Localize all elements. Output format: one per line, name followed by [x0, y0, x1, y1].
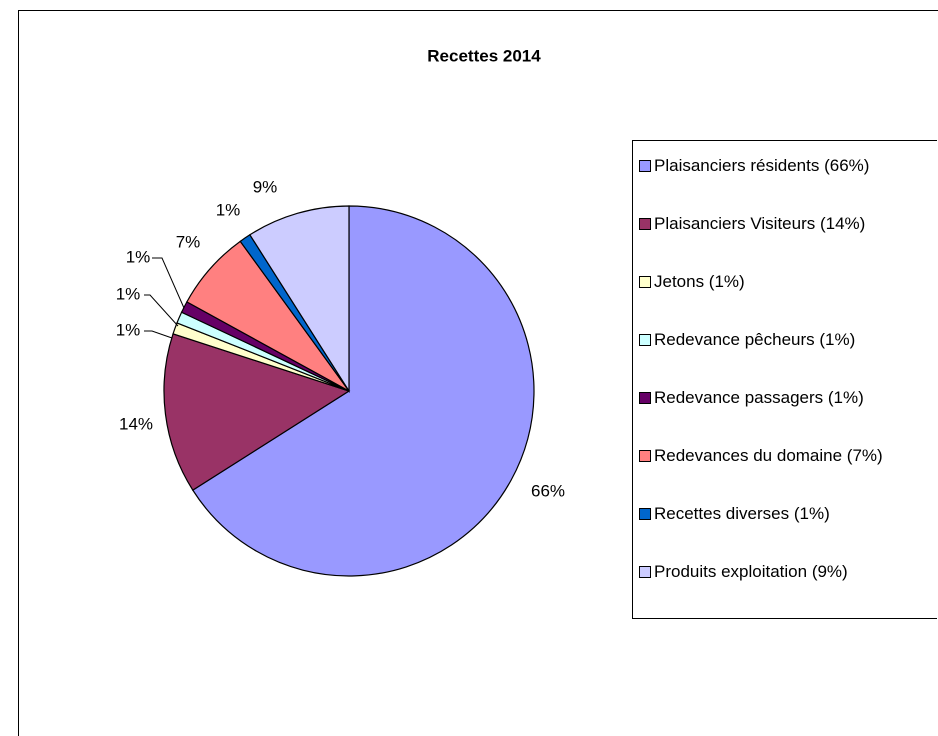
legend-swatch — [639, 160, 651, 172]
legend-swatch — [639, 566, 651, 578]
legend-label: Plaisanciers résidents (66%) — [654, 156, 870, 175]
legend-item: Redevance pêcheurs (1%) — [639, 330, 938, 350]
legend-item: Recettes diverses (1%) — [639, 504, 938, 524]
legend-item: Plaisanciers résidents (66%) — [639, 156, 938, 176]
chart-title: Recettes 2014 — [427, 46, 541, 65]
leader-line — [152, 257, 185, 309]
legend-label: Redevances du domaine (7%) — [654, 446, 883, 465]
data-label: 1% — [216, 200, 241, 219]
legend-swatch — [639, 508, 651, 520]
pie-slice — [191, 205, 535, 577]
data-label: 14% — [119, 414, 153, 433]
legend-label: Redevance pêcheurs (1%) — [654, 330, 856, 349]
data-label: 1% — [116, 284, 141, 303]
legend-swatch — [639, 392, 651, 404]
data-label: 1% — [126, 247, 151, 266]
legend-swatch — [639, 450, 651, 462]
leader-line — [144, 294, 179, 327]
legend-label: Plaisanciers Visiteurs (14%) — [654, 214, 866, 233]
leader-line — [144, 330, 173, 339]
legend-swatch — [639, 276, 651, 288]
legend-label: Recettes diverses (1%) — [654, 504, 830, 523]
pie-slice — [163, 333, 351, 491]
legend: Plaisanciers résidents (66%) Plaisanciers… — [632, 140, 937, 619]
data-label: 7% — [176, 232, 201, 251]
legend-swatch — [639, 334, 651, 346]
legend-label: Produits exploitation (9%) — [654, 562, 848, 581]
legend-item: Produits exploitation (9%) — [639, 562, 938, 582]
legend-item: Plaisanciers Visiteurs (14%) — [639, 214, 938, 234]
chart-frame — [18, 10, 938, 736]
legend-swatch — [639, 218, 651, 230]
data-label: 9% — [253, 177, 278, 196]
pie-slice — [249, 205, 350, 394]
legend-label: Jetons (1%) — [654, 272, 745, 291]
data-label: 1% — [116, 320, 141, 339]
data-label: 66% — [531, 481, 565, 500]
legend-label: Redevance passagers (1%) — [654, 388, 864, 407]
legend-item: Jetons (1%) — [639, 272, 938, 292]
legend-item: Redevances du domaine (7%) — [639, 446, 938, 466]
legend-item: Redevance passagers (1%) — [639, 388, 938, 408]
